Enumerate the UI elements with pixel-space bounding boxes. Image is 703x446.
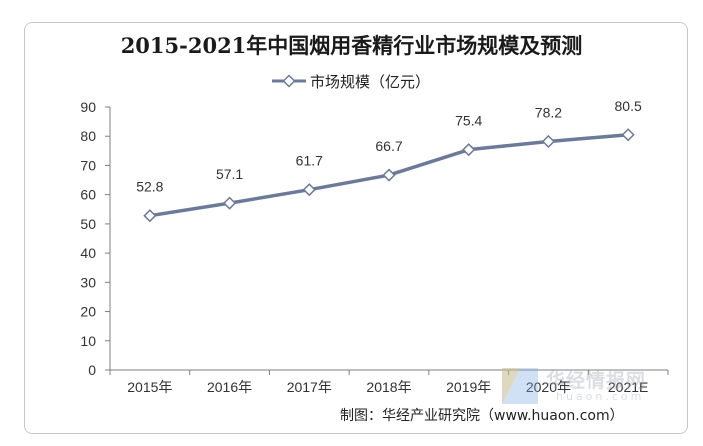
x-tick-label: 2017年	[287, 379, 332, 395]
data-label: 52.8	[136, 179, 163, 195]
y-tick-label: 20	[80, 304, 96, 320]
data-point	[621, 128, 635, 142]
data-label: 78.2	[535, 104, 562, 120]
legend: 市场规模（亿元）	[272, 71, 430, 91]
legend-line-marker-icon	[272, 74, 306, 88]
y-tick-label: 90	[80, 99, 96, 115]
x-tick-label: 2020年	[526, 379, 571, 395]
x-tick-label: 2015年	[127, 379, 172, 395]
watermark-subtext: huaon.com	[556, 390, 645, 403]
x-tick-label: 2018年	[366, 379, 411, 395]
chart-title: 2015-2021年中国烟用香精行业市场规模及预测	[120, 33, 583, 58]
data-point	[462, 143, 476, 157]
watermark-text: 华经情报网	[546, 370, 647, 392]
y-tick-label: 30	[80, 274, 96, 290]
y-tick-label: 60	[80, 187, 96, 203]
x-tick-label: 2019年	[446, 379, 491, 395]
x-tick-label: 2021E	[608, 379, 648, 395]
data-point	[223, 196, 237, 210]
watermark: 华经情报网 huaon.com	[498, 366, 673, 406]
legend-label: 市场规模（亿元）	[310, 72, 431, 91]
data-label: 80.5	[615, 98, 642, 114]
data-point	[382, 168, 396, 182]
data-point	[143, 209, 157, 223]
y-tick-label: 70	[80, 157, 96, 173]
data-label: 75.4	[455, 113, 482, 129]
chart-frame	[24, 22, 688, 434]
y-tick-label: 40	[80, 245, 96, 261]
y-tick-label: 80	[80, 128, 96, 144]
y-tick-label: 10	[80, 333, 96, 349]
data-label: 66.7	[375, 138, 402, 154]
y-tick-label: 50	[80, 216, 96, 232]
data-label: 57.1	[216, 166, 243, 182]
x-tick-label: 2016年	[207, 379, 252, 395]
data-label: 61.7	[296, 153, 323, 169]
y-tick-label: 0	[88, 362, 96, 378]
watermark-logo-icon	[502, 368, 538, 404]
source-note: 制图：华经产业研究院（www.huaon.com）	[340, 408, 624, 424]
data-point	[302, 183, 316, 197]
data-point	[541, 134, 555, 149]
